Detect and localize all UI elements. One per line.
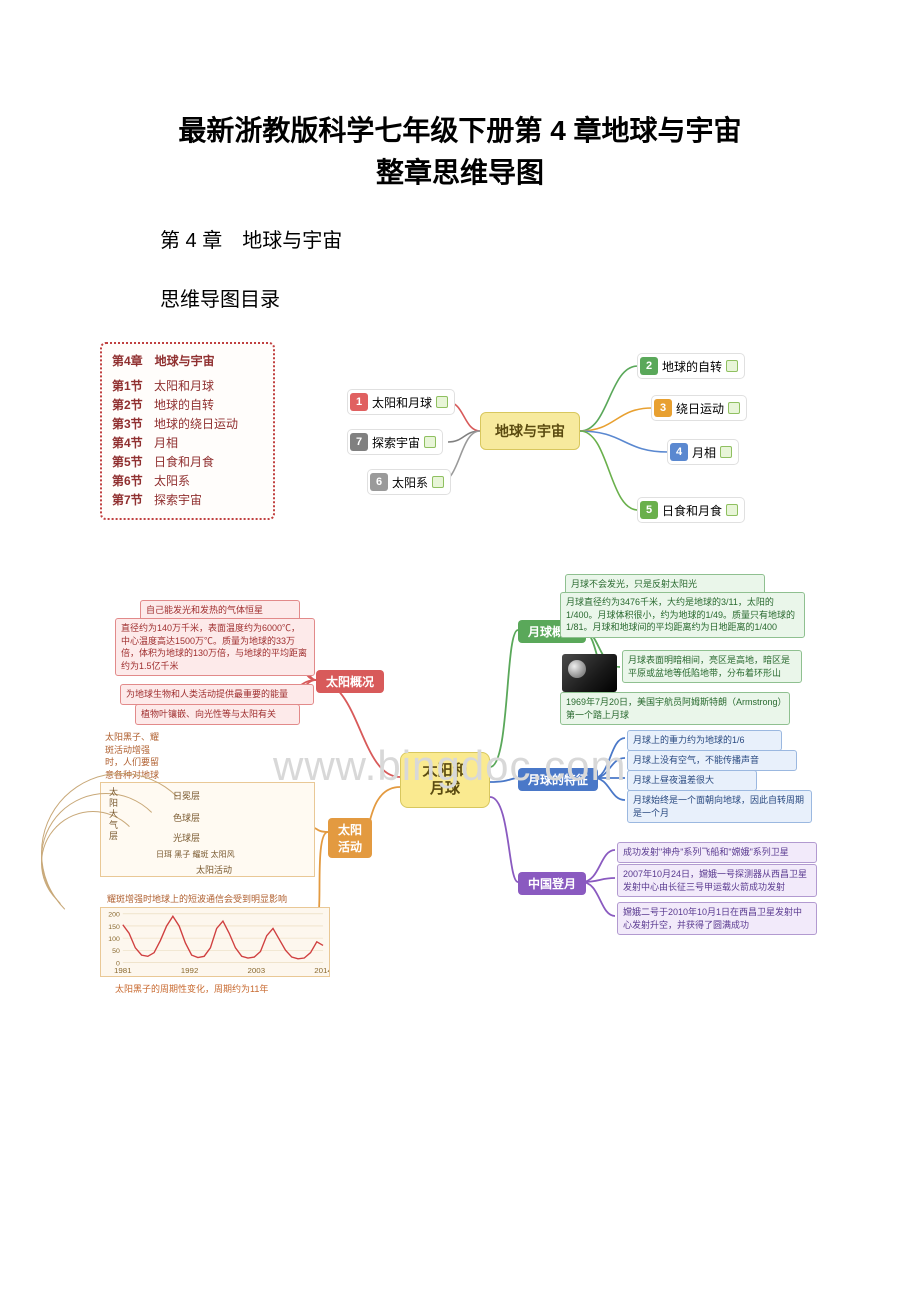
toc-row: 第1节太阳和月球 bbox=[112, 377, 263, 394]
overview-node: 7探索宇宙 bbox=[348, 430, 442, 454]
sunmoon-hub: 太阳和月球 bbox=[400, 752, 490, 808]
toc-title: 第4章 地球与宇宙 bbox=[112, 352, 263, 369]
svg-text:200: 200 bbox=[108, 912, 120, 919]
page-root: 最新浙教版科学七年级下册第 4 章地球与宇宙 整章思维导图 第 4 章 地球与宇… bbox=[0, 0, 920, 1072]
doc-title: 最新浙教版科学七年级下册第 4 章地球与宇宙 整章思维导图 bbox=[100, 110, 820, 194]
moon-ov-3: 1969年7月20日，美国宇航员阿姆斯特朗（Armstrong）第一个踏上月球 bbox=[560, 692, 790, 725]
overview-node: 1太阳和月球 bbox=[348, 390, 454, 414]
branch-sun_overview: 太阳概况 bbox=[316, 670, 384, 693]
branch-china_moon: 中国登月 bbox=[518, 872, 586, 895]
sunspot-chart: 1981 1992 2003 2014 0 50 100 150 200 bbox=[100, 907, 330, 977]
title-line1: 最新浙教版科学七年级下册第 4 章地球与宇宙 bbox=[178, 115, 741, 146]
moon-ft-0: 月球上的重力约为地球的1/6 bbox=[627, 730, 782, 751]
sun-features: 日珥 黑子 耀斑 太阳风 bbox=[156, 849, 235, 860]
chapter-heading: 第 4 章 地球与宇宙 bbox=[160, 224, 820, 253]
toc-row: 第2节地球的自转 bbox=[112, 396, 263, 413]
toc-box: 第4章 地球与宇宙 第1节太阳和月球第2节地球的自转第3节地球的绕日运动第4节月… bbox=[100, 342, 275, 520]
svg-text:50: 50 bbox=[112, 948, 120, 955]
index-heading: 思维导图目录 bbox=[160, 283, 820, 312]
sun-layer-2: 光球层 bbox=[173, 831, 200, 844]
overview-node: 5日食和月食 bbox=[638, 498, 744, 522]
svg-text:0: 0 bbox=[116, 960, 120, 967]
sun-layer-1: 色球层 bbox=[173, 811, 200, 824]
moon-ov-2: 月球表面明暗相间，亮区是高地，暗区是平原或盆地等低陷地带，分布着环形山 bbox=[622, 650, 802, 683]
sun-note-3: 植物叶镶嵌、向光性等与太阳有关 bbox=[135, 704, 300, 725]
overview-node: 6太阳系 bbox=[368, 470, 450, 494]
sun-note-2: 为地球生物和人类活动提供最重要的能量 bbox=[120, 684, 314, 705]
svg-text:150: 150 bbox=[108, 924, 120, 931]
svg-text:1992: 1992 bbox=[181, 966, 199, 975]
moon-ft-2: 月球上昼夜温差很大 bbox=[627, 770, 757, 791]
toc-row: 第5节日食和月食 bbox=[112, 453, 263, 470]
moon-ov-1: 月球直径约为3476千米，大约是地球的3/11，太阳的1/400。月球体积很小，… bbox=[560, 592, 805, 638]
moon-ft-3: 月球始终是一个面朝向地球，因此自转周期是一个月 bbox=[627, 790, 812, 823]
title-line2: 整章思维导图 bbox=[376, 157, 544, 188]
china-1: 2007年10月24日，嫦娥一号探测器从西昌卫星发射中心由长征三号甲运载火箭成功… bbox=[617, 864, 817, 897]
sun-note-1: 直径约为140万千米，表面温度约为6000℃，中心温度高达1500万℃。质量为地… bbox=[115, 618, 315, 676]
sunspot-title-bottom: 太阳黑子的周期性变化，周期约为11年 bbox=[110, 980, 325, 999]
moon-photo bbox=[562, 654, 617, 692]
sunmoon-diagram: 太阳和月球 太阳概况太阳活动月球概况月球的特征中国登月 自己能发光和发热的气体恒… bbox=[100, 572, 820, 1012]
china-0: 成功发射"神舟"系列飞船和"嫦娥"系列卫星 bbox=[617, 842, 817, 863]
overview-node: 3绕日运动 bbox=[652, 396, 746, 420]
overview-node: 2地球的自转 bbox=[638, 354, 744, 378]
svg-text:100: 100 bbox=[108, 936, 120, 943]
overview-hub: 地球与宇宙 bbox=[480, 412, 580, 450]
sun-structure-title: 太阳大气层 bbox=[107, 787, 120, 842]
toc-row: 第7节探索宇宙 bbox=[112, 491, 263, 508]
china-2: 嫦娥二号于2010年10月1日在西昌卫星发射中心发射升空，并获得了圆满成功 bbox=[617, 902, 817, 935]
sun-layer-0: 日冕层 bbox=[173, 789, 200, 802]
toc-row: 第6节太阳系 bbox=[112, 472, 263, 489]
branch-sun_activity: 太阳活动 bbox=[328, 818, 372, 858]
overview-node: 4月相 bbox=[668, 440, 738, 464]
svg-text:1981: 1981 bbox=[114, 966, 132, 975]
sun-structure-diagram: 日冕层 色球层 光球层 日珥 黑子 耀斑 太阳风 太阳活动 太阳大气层 bbox=[100, 782, 315, 877]
svg-text:2003: 2003 bbox=[247, 966, 265, 975]
toc-row: 第4节月相 bbox=[112, 434, 263, 451]
sunspot-title-top: 耀斑增强时地球上的短波通信会受到明显影响 bbox=[102, 890, 327, 909]
svg-text:2014: 2014 bbox=[314, 966, 329, 975]
branch-moon_feature: 月球的特征 bbox=[518, 768, 598, 791]
moon-ft-1: 月球上没有空气，不能传播声音 bbox=[627, 750, 797, 771]
overview-diagram: 第4章 地球与宇宙 第1节太阳和月球第2节地球的自转第3节地球的绕日运动第4节月… bbox=[100, 322, 820, 552]
toc-row: 第3节地球的绕日运动 bbox=[112, 415, 263, 432]
sun-activity-label: 太阳活动 bbox=[196, 863, 232, 876]
